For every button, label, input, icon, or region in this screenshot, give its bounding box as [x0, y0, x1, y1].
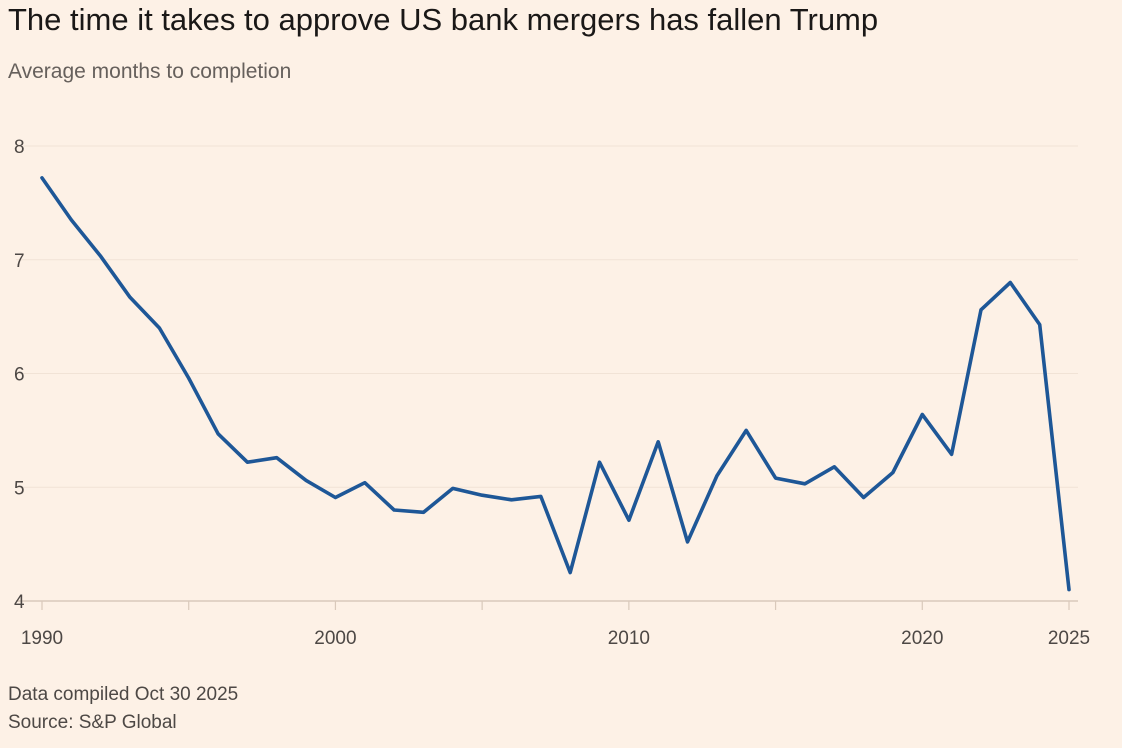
- data-point-2004: [451, 486, 455, 490]
- data-point-2015: [773, 476, 777, 480]
- y-tick-label-6: 6: [14, 365, 25, 386]
- chart-title: The time it takes to approve US bank mer…: [8, 2, 879, 37]
- x-tick-labels: 1990 2000 2010 2020 2025: [21, 628, 1090, 649]
- data-point-2008: [568, 570, 572, 574]
- data-point-2025: [1067, 587, 1071, 591]
- data-point-1990: [40, 176, 44, 180]
- x-tick-label-2010: 2010: [608, 628, 650, 649]
- data-point-2022: [979, 308, 983, 312]
- data-point-2020: [920, 412, 924, 416]
- data-point-2003: [421, 510, 425, 514]
- data-point-2011: [656, 440, 660, 444]
- data-point-1996: [216, 432, 220, 436]
- data-point-2012: [685, 540, 689, 544]
- x-tick-label-2025: 2025: [1048, 628, 1090, 649]
- x-axis: [16, 600, 1078, 610]
- x-tick-label-2020: 2020: [901, 628, 943, 649]
- data-compiled-note: Data compiled Oct 30 2025: [8, 684, 239, 705]
- data-point-2018: [861, 495, 865, 499]
- data-point-2017: [832, 465, 836, 469]
- data-point-2016: [803, 482, 807, 486]
- data-point-1999: [304, 478, 308, 482]
- data-point-2007: [539, 494, 543, 498]
- data-point-2002: [392, 508, 396, 512]
- series-line-0: [40, 176, 1071, 592]
- y-tick-label-7: 7: [14, 251, 25, 272]
- data-point-2021: [949, 452, 953, 456]
- data-point-1992: [98, 254, 102, 258]
- data-point-2006: [509, 498, 513, 502]
- data-point-1994: [157, 326, 161, 330]
- source-note: Source: S&P Global: [8, 712, 177, 733]
- data-point-2000: [333, 495, 337, 499]
- data-point-2005: [480, 493, 484, 497]
- y-tick-label-5: 5: [14, 478, 25, 499]
- y-tick-labels: 4 5 6 7 8: [14, 137, 25, 613]
- data-point-1991: [69, 218, 73, 222]
- chart-subtitle: Average months to completion: [8, 60, 292, 83]
- data-point-1995: [187, 376, 191, 380]
- data-point-2024: [1037, 322, 1041, 326]
- y-tick-label-4: 4: [14, 592, 25, 613]
- data-point-1997: [245, 460, 249, 464]
- x-tick-label-2000: 2000: [314, 628, 356, 649]
- data-point-2010: [627, 518, 631, 522]
- data-point-2019: [891, 470, 895, 474]
- data-point-2014: [744, 428, 748, 432]
- data-point-1993: [128, 295, 132, 299]
- data-point-2023: [1008, 280, 1012, 284]
- data-point-1998: [275, 455, 279, 459]
- x-tick-label-1990: 1990: [21, 628, 63, 649]
- y-tick-label-8: 8: [14, 137, 25, 158]
- series-layer: [40, 176, 1071, 592]
- data-point-2009: [597, 460, 601, 464]
- data-point-2013: [715, 474, 719, 478]
- gridlines: [16, 145, 1078, 488]
- data-point-2001: [363, 481, 367, 485]
